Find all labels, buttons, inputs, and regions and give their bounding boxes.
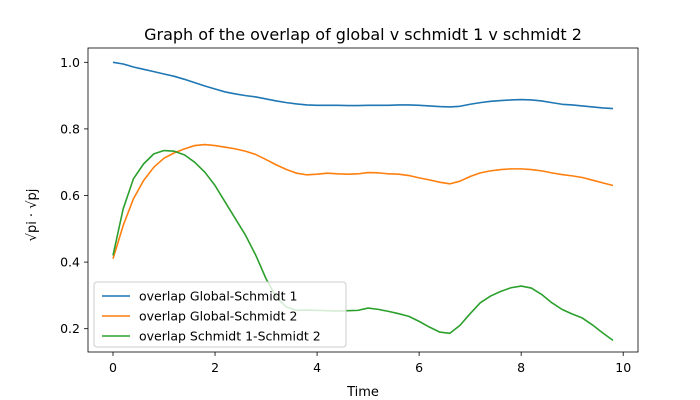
x-tick-label: 8 <box>517 360 525 375</box>
series-line-3 <box>112 149 614 341</box>
legend-label: overlap Schmidt 1-Schmidt 2 <box>139 329 321 344</box>
legend-box <box>93 281 347 348</box>
series-line-2 <box>112 143 614 260</box>
y-axis-label: √pi · √pj <box>25 189 40 242</box>
plot-frame <box>87 47 639 353</box>
legend-label: overlap Global-Schmidt 1 <box>139 289 297 304</box>
y-tick-label: 1.0 <box>60 55 80 70</box>
y-tick-label: 0.2 <box>60 321 80 336</box>
plot-area: 0 2 4 6 8 10 0.2 0.4 0.6 0.8 1.0 <box>60 47 639 375</box>
chart-title: Graph of the overlap of global v schmidt… <box>144 25 582 44</box>
y-tick-label: 0.8 <box>60 121 80 136</box>
series-line-1 <box>112 61 614 110</box>
x-axis-label: Time <box>346 385 379 400</box>
legend-label: overlap Global-Schmidt 2 <box>139 309 297 324</box>
y-tick-label: 0.4 <box>60 255 80 270</box>
x-tick-label: 6 <box>415 360 423 375</box>
x-tick-label: 4 <box>313 360 321 375</box>
legend: overlap Global-Schmidt 1 overlap Global-S… <box>93 281 347 348</box>
x-tick-label: 0 <box>109 360 117 375</box>
x-tick-label: 10 <box>615 360 631 375</box>
y-tick-label: 0.6 <box>60 188 80 203</box>
x-tick-label: 2 <box>211 360 219 375</box>
